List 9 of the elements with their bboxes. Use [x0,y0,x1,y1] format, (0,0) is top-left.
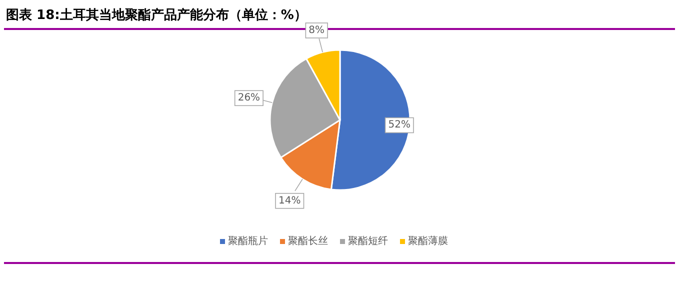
chart-title: 图表 18:土耳其当地聚酯产品产能分布（单位：%） [6,7,307,23]
legend-label: 聚酯长丝 [288,235,328,247]
data-label: 8% [308,24,325,36]
data-label: 52% [388,120,410,131]
legend-label: 聚酯瓶片 [228,235,268,247]
legend-label: 聚酯短纤 [348,235,388,247]
data-label: 14% [278,195,301,206]
data-label: 26% [238,92,260,104]
legend-label: 聚酯薄膜 [408,235,448,247]
